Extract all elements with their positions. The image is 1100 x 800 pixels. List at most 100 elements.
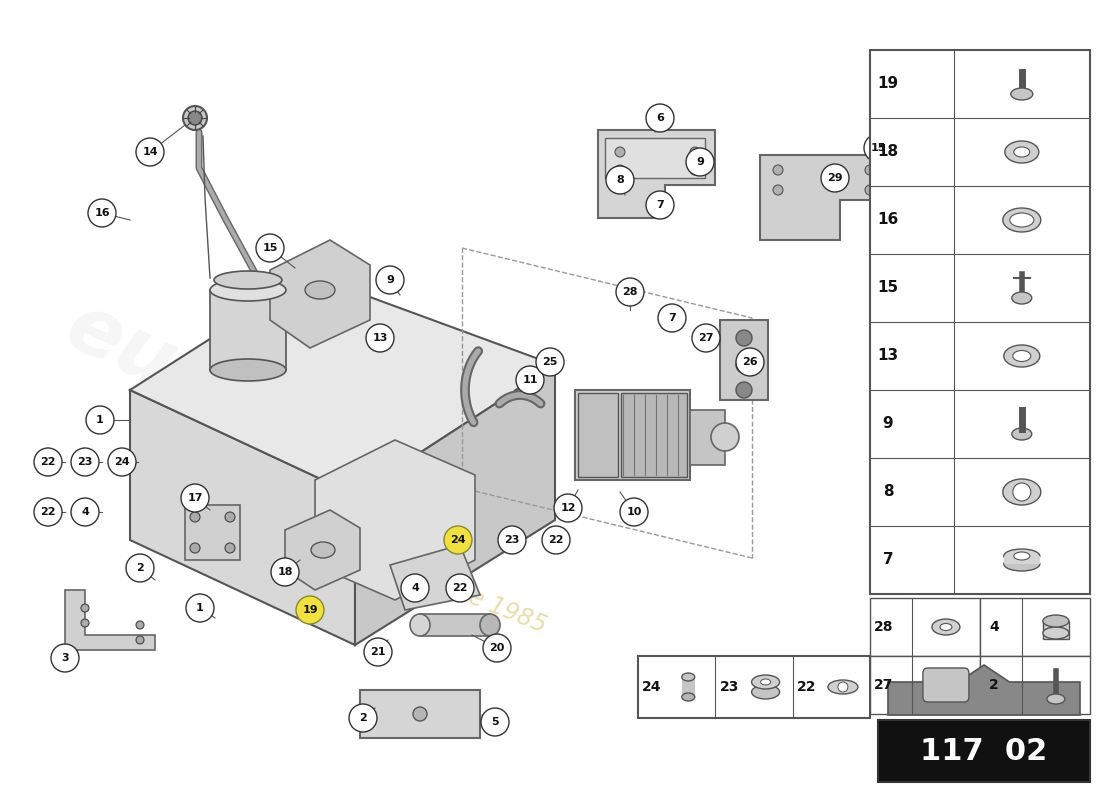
Circle shape <box>646 191 674 219</box>
Circle shape <box>736 357 752 373</box>
Text: 12: 12 <box>560 503 575 513</box>
Circle shape <box>736 382 752 398</box>
Text: 2: 2 <box>136 563 144 573</box>
Text: 28: 28 <box>874 620 893 634</box>
Circle shape <box>536 348 564 376</box>
Text: 15: 15 <box>878 281 899 295</box>
Bar <box>185 505 240 560</box>
Ellipse shape <box>210 359 286 381</box>
Ellipse shape <box>210 279 286 301</box>
Circle shape <box>81 604 89 612</box>
Polygon shape <box>390 545 480 610</box>
Circle shape <box>620 498 648 526</box>
Text: 5: 5 <box>492 717 498 727</box>
Circle shape <box>34 498 62 526</box>
Circle shape <box>186 594 214 622</box>
Circle shape <box>190 543 200 553</box>
Circle shape <box>865 185 874 195</box>
Ellipse shape <box>939 623 952 630</box>
Circle shape <box>182 484 209 512</box>
Text: 27: 27 <box>698 333 714 343</box>
Circle shape <box>690 165 700 175</box>
Bar <box>682 677 695 697</box>
Ellipse shape <box>711 423 739 451</box>
Text: 22: 22 <box>548 535 563 545</box>
Bar <box>870 656 980 714</box>
Text: 22: 22 <box>796 680 816 694</box>
Ellipse shape <box>183 106 207 130</box>
Text: 8: 8 <box>882 485 893 499</box>
Text: 7: 7 <box>668 313 675 323</box>
Circle shape <box>296 596 324 624</box>
Circle shape <box>773 165 783 175</box>
Text: 7: 7 <box>882 553 893 567</box>
Ellipse shape <box>751 675 780 689</box>
Bar <box>210 290 286 370</box>
Circle shape <box>86 406 114 434</box>
Polygon shape <box>130 275 556 495</box>
Circle shape <box>616 278 644 306</box>
Circle shape <box>736 348 764 376</box>
Circle shape <box>615 147 625 157</box>
Circle shape <box>1013 483 1031 501</box>
Bar <box>870 50 1090 594</box>
Circle shape <box>126 554 154 582</box>
Ellipse shape <box>1003 208 1041 232</box>
Text: 1: 1 <box>96 415 103 425</box>
Circle shape <box>402 574 429 602</box>
Ellipse shape <box>1012 428 1032 440</box>
Circle shape <box>366 324 394 352</box>
Ellipse shape <box>828 680 858 694</box>
Polygon shape <box>285 510 360 590</box>
Text: 26: 26 <box>742 357 758 367</box>
Circle shape <box>773 185 783 195</box>
Ellipse shape <box>1003 479 1041 505</box>
Text: 13: 13 <box>372 333 387 343</box>
Ellipse shape <box>1043 615 1069 627</box>
Text: 13: 13 <box>878 349 899 363</box>
Circle shape <box>412 707 427 721</box>
Circle shape <box>516 366 544 394</box>
Ellipse shape <box>1014 147 1030 157</box>
Polygon shape <box>355 365 556 645</box>
Circle shape <box>542 526 570 554</box>
Circle shape <box>72 448 99 476</box>
Bar <box>575 390 690 480</box>
Text: 22: 22 <box>41 457 56 467</box>
Polygon shape <box>888 665 1080 715</box>
Polygon shape <box>270 240 370 348</box>
Text: 4: 4 <box>411 583 419 593</box>
Polygon shape <box>760 155 900 240</box>
Circle shape <box>136 138 164 166</box>
Circle shape <box>838 682 848 692</box>
Ellipse shape <box>1013 350 1031 362</box>
Text: 23: 23 <box>719 680 739 694</box>
Text: 21: 21 <box>371 647 386 657</box>
Text: 19: 19 <box>302 605 318 615</box>
Text: 22: 22 <box>452 583 468 593</box>
Ellipse shape <box>188 111 202 125</box>
Circle shape <box>615 165 625 175</box>
Text: 23: 23 <box>504 535 519 545</box>
Text: 10: 10 <box>626 507 641 517</box>
Text: 7: 7 <box>656 200 664 210</box>
Text: 16: 16 <box>878 213 899 227</box>
Ellipse shape <box>1011 88 1033 100</box>
Circle shape <box>81 619 89 627</box>
Ellipse shape <box>1004 557 1040 571</box>
Polygon shape <box>130 390 355 645</box>
Circle shape <box>51 644 79 672</box>
Bar <box>878 720 1090 782</box>
Circle shape <box>498 526 526 554</box>
Text: 9: 9 <box>696 157 704 167</box>
Circle shape <box>690 147 700 157</box>
Circle shape <box>108 448 136 476</box>
Ellipse shape <box>1014 552 1030 560</box>
Circle shape <box>376 266 404 294</box>
Ellipse shape <box>1047 694 1065 704</box>
Polygon shape <box>315 440 475 600</box>
Ellipse shape <box>1004 141 1038 163</box>
Circle shape <box>736 330 752 346</box>
Bar <box>1004 556 1040 564</box>
Circle shape <box>34 448 62 476</box>
